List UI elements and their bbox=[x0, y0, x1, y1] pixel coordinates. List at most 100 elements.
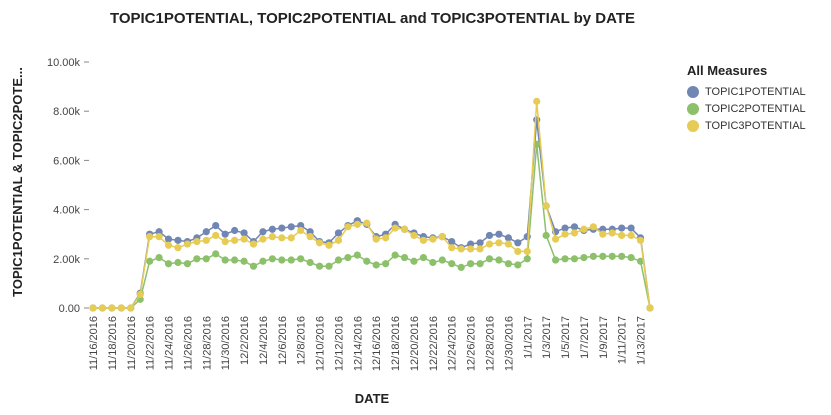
data-point[interactable] bbox=[419, 236, 428, 244]
data-point[interactable] bbox=[504, 260, 512, 268]
data-point[interactable] bbox=[249, 240, 258, 248]
data-point[interactable] bbox=[259, 257, 267, 265]
data-point[interactable] bbox=[183, 260, 192, 268]
data-point[interactable] bbox=[561, 224, 569, 232]
data-point[interactable] bbox=[353, 220, 361, 228]
data-point[interactable] bbox=[334, 236, 343, 244]
data-point[interactable] bbox=[344, 223, 352, 231]
data-point[interactable] bbox=[136, 290, 144, 299]
data-point[interactable] bbox=[570, 255, 579, 263]
data-point[interactable] bbox=[448, 260, 456, 268]
data-point[interactable] bbox=[259, 235, 267, 243]
data-point[interactable] bbox=[542, 202, 550, 210]
data-point[interactable] bbox=[174, 236, 182, 244]
data-point[interactable] bbox=[89, 304, 97, 312]
data-point[interactable] bbox=[212, 221, 220, 230]
data-point[interactable] bbox=[514, 261, 522, 269]
data-point[interactable] bbox=[410, 231, 418, 240]
data-point[interactable] bbox=[363, 219, 371, 227]
data-point[interactable] bbox=[212, 231, 220, 240]
data-point[interactable] bbox=[306, 258, 314, 267]
data-point[interactable] bbox=[221, 230, 229, 238]
data-point[interactable] bbox=[287, 223, 295, 231]
data-point[interactable] bbox=[297, 221, 305, 230]
data-point[interactable] bbox=[580, 253, 588, 262]
data-point[interactable] bbox=[514, 239, 522, 247]
legend-item-topic1[interactable]: TOPIC1POTENTIAL bbox=[687, 83, 806, 100]
data-point[interactable] bbox=[448, 244, 456, 252]
data-point[interactable] bbox=[599, 225, 607, 233]
data-point[interactable] bbox=[202, 236, 210, 244]
data-point[interactable] bbox=[495, 239, 503, 247]
data-point[interactable] bbox=[391, 224, 399, 232]
data-point[interactable] bbox=[240, 235, 248, 243]
data-point[interactable] bbox=[344, 253, 352, 262]
data-point[interactable] bbox=[627, 231, 635, 240]
legend-item-topic2[interactable]: TOPIC2POTENTIAL bbox=[687, 100, 806, 117]
data-point[interactable] bbox=[485, 231, 494, 240]
data-point[interactable] bbox=[485, 240, 494, 248]
data-point[interactable] bbox=[495, 256, 503, 264]
data-point[interactable] bbox=[221, 256, 229, 264]
data-point[interactable] bbox=[400, 253, 409, 262]
data-point[interactable] bbox=[523, 247, 531, 256]
data-point[interactable] bbox=[231, 226, 239, 235]
data-point[interactable] bbox=[306, 233, 314, 241]
data-point[interactable] bbox=[476, 260, 484, 268]
data-point[interactable] bbox=[353, 251, 361, 259]
data-point[interactable] bbox=[202, 228, 210, 236]
data-point[interactable] bbox=[419, 253, 428, 262]
data-point[interactable] bbox=[618, 231, 626, 240]
data-point[interactable] bbox=[476, 239, 484, 247]
data-point[interactable] bbox=[174, 258, 182, 267]
data-point[interactable] bbox=[268, 225, 276, 233]
data-point[interactable] bbox=[268, 255, 276, 263]
data-point[interactable] bbox=[495, 230, 503, 238]
data-point[interactable] bbox=[259, 228, 267, 236]
data-point[interactable] bbox=[627, 253, 635, 262]
data-point[interactable] bbox=[315, 239, 324, 247]
data-point[interactable] bbox=[523, 255, 531, 263]
data-point[interactable] bbox=[457, 263, 465, 272]
data-point[interactable] bbox=[193, 255, 201, 263]
data-point[interactable] bbox=[212, 250, 220, 258]
data-point[interactable] bbox=[108, 304, 116, 312]
data-point[interactable] bbox=[164, 241, 173, 249]
data-point[interactable] bbox=[636, 236, 645, 244]
data-point[interactable] bbox=[315, 262, 324, 270]
data-point[interactable] bbox=[249, 262, 258, 270]
data-point[interactable] bbox=[146, 257, 154, 265]
data-point[interactable] bbox=[297, 255, 305, 263]
data-point[interactable] bbox=[231, 256, 239, 264]
data-point[interactable] bbox=[372, 261, 380, 269]
data-point[interactable] bbox=[221, 237, 229, 246]
data-point[interactable] bbox=[551, 256, 560, 264]
data-point[interactable] bbox=[410, 257, 418, 265]
data-point[interactable] bbox=[429, 258, 437, 267]
data-point[interactable] bbox=[551, 235, 560, 243]
data-point[interactable] bbox=[174, 244, 182, 252]
data-point[interactable] bbox=[533, 140, 541, 149]
data-point[interactable] bbox=[193, 237, 201, 246]
data-point[interactable] bbox=[476, 245, 484, 253]
data-point[interactable] bbox=[589, 223, 597, 231]
data-point[interactable] bbox=[164, 235, 173, 243]
data-point[interactable] bbox=[542, 231, 550, 240]
data-point[interactable] bbox=[504, 240, 512, 248]
data-point[interactable] bbox=[438, 233, 446, 241]
data-point[interactable] bbox=[231, 236, 239, 244]
data-point[interactable] bbox=[240, 229, 248, 237]
data-point[interactable] bbox=[391, 251, 399, 259]
data-point[interactable] bbox=[155, 253, 163, 262]
data-point[interactable] bbox=[325, 262, 333, 270]
data-point[interactable] bbox=[646, 304, 654, 312]
data-point[interactable] bbox=[155, 228, 163, 236]
data-point[interactable] bbox=[363, 257, 371, 265]
data-point[interactable] bbox=[570, 223, 579, 231]
data-point[interactable] bbox=[467, 240, 475, 248]
data-point[interactable] bbox=[372, 235, 380, 243]
data-point[interactable] bbox=[240, 257, 248, 265]
data-point[interactable] bbox=[504, 234, 512, 242]
data-point[interactable] bbox=[400, 225, 409, 233]
data-point[interactable] bbox=[382, 260, 390, 268]
